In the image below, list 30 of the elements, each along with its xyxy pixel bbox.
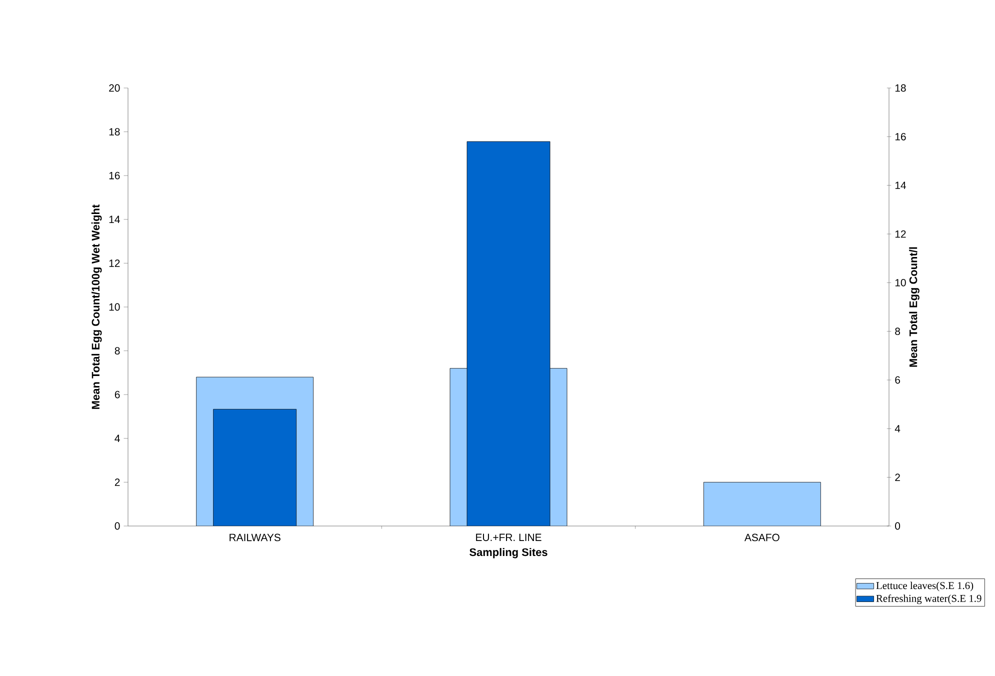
- y2-tick-label: 14: [895, 182, 906, 189]
- y-tick-label: 16: [109, 172, 120, 180]
- x-axis-title: Sampling Sites: [470, 548, 548, 558]
- x-tick-label: ASAFO: [744, 534, 780, 542]
- legend-label: Lettuce leaves(S.E 1.6): [876, 582, 974, 592]
- bar: [703, 482, 821, 526]
- y2-tick-label: 16: [895, 132, 906, 140]
- y-tick-label: 6: [114, 390, 120, 398]
- y-tick-label: 10: [109, 303, 120, 311]
- y2-tick-label: 8: [895, 328, 900, 336]
- y2-tick-label: 12: [895, 230, 906, 238]
- y-tick-label: 12: [109, 260, 120, 267]
- y-tick-label: 0: [114, 522, 120, 530]
- x-tick-label: RAILWAYS: [230, 534, 280, 542]
- y2-tick-label: 0: [895, 522, 900, 530]
- y-tick-label: 18: [109, 128, 120, 136]
- y-axis-title: Mean Total Egg Count/100g Wet Weight: [91, 204, 102, 409]
- x-tick-label: EU.+FR. LINE: [476, 534, 542, 542]
- y2-tick-label: 2: [895, 474, 900, 481]
- y2-axis-title: Mean Total Egg Count/l: [909, 247, 920, 367]
- y2-tick-label: 6: [895, 376, 900, 384]
- y-tick-label: 14: [109, 216, 120, 223]
- y-tick-label: 2: [114, 478, 120, 486]
- y2-tick-label: 18: [895, 84, 906, 92]
- y-tick-label: 20: [109, 84, 120, 92]
- legend-label: Refreshing water(S.E 1.9: [876, 594, 982, 604]
- y-tick-label: 4: [114, 434, 120, 442]
- y-tick-label: 8: [114, 347, 120, 355]
- y2-tick-label: 4: [894, 425, 900, 432]
- y2-tick-label: 10: [895, 278, 906, 286]
